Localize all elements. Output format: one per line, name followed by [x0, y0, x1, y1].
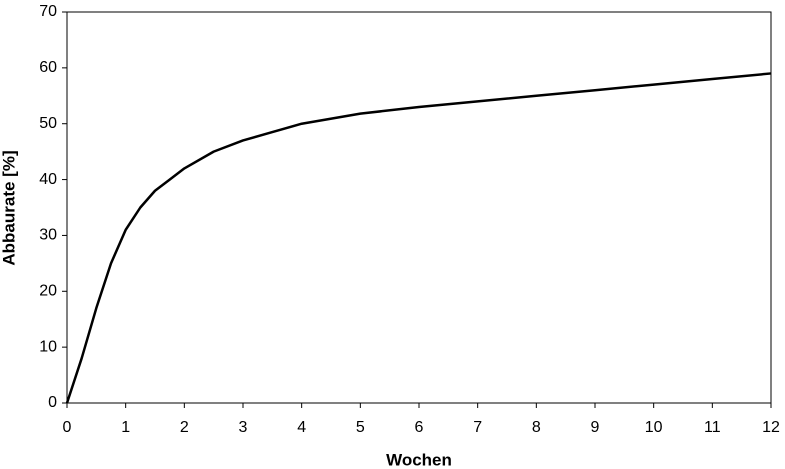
y-tick-label: 50	[39, 115, 57, 132]
x-tick-label: 5	[356, 419, 365, 436]
plot-frame	[66, 11, 772, 404]
x-axis-title: Wochen	[386, 450, 452, 469]
y-tick-label: 10	[39, 338, 57, 355]
x-tick-label: 8	[532, 419, 541, 436]
x-tick-label: 9	[591, 419, 600, 436]
y-tick-label: 40	[39, 171, 57, 188]
y-tick-label: 20	[39, 283, 57, 300]
y-tick-label: 60	[39, 59, 57, 76]
y-tick-label: 70	[39, 3, 57, 20]
y-axis-title: Abbaurate [%]	[0, 150, 18, 265]
x-tick-label: 10	[645, 419, 663, 436]
y-tick-label: 30	[39, 227, 57, 244]
x-tick-label: 7	[473, 419, 482, 436]
x-tick-label: 4	[297, 419, 306, 436]
x-tick-label: 1	[121, 419, 130, 436]
x-tick-label: 11	[704, 419, 721, 436]
y-tick-label: 0	[48, 394, 57, 411]
x-tick-label: 3	[239, 419, 248, 436]
x-tick-label: 6	[415, 419, 424, 436]
x-tick-label: 2	[180, 419, 189, 436]
data-line	[65, 72, 772, 404]
x-tick-label: 12	[762, 419, 780, 436]
x-tick-label: 0	[63, 419, 72, 436]
